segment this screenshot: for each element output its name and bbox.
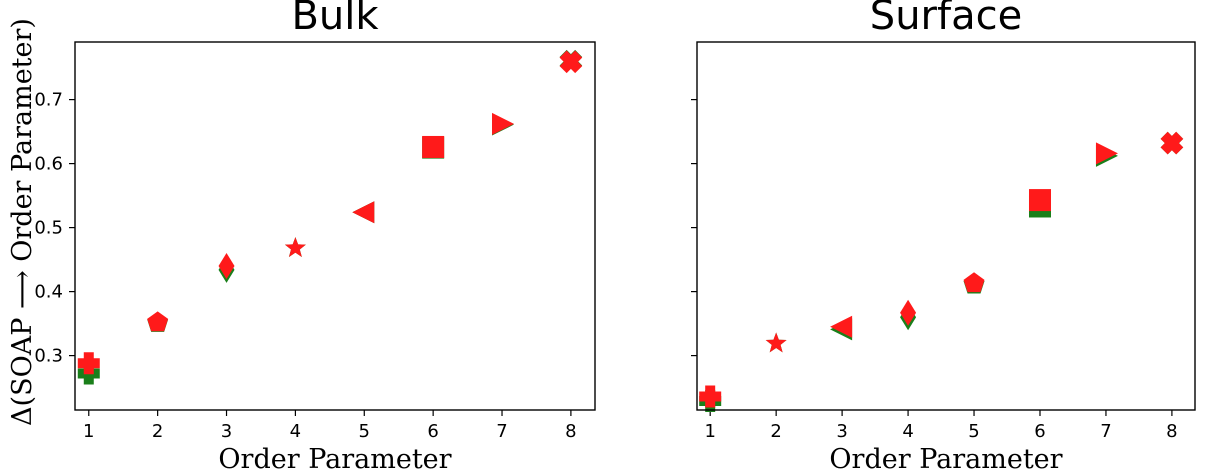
data-point-x bbox=[1160, 131, 1184, 155]
chart-title: Surface bbox=[870, 0, 1022, 39]
x-axis-label: Order Parameter bbox=[218, 444, 451, 472]
data-point-square bbox=[422, 135, 445, 158]
x-tick-label: 6 bbox=[1034, 421, 1045, 442]
x-tick-label: 5 bbox=[968, 421, 979, 442]
plot-frame bbox=[696, 41, 1196, 411]
data-point-triangle-left bbox=[352, 201, 375, 224]
data-point-square bbox=[1028, 189, 1051, 212]
data-point-diamond bbox=[900, 299, 917, 326]
x-tick-label: 2 bbox=[770, 421, 781, 442]
data-point-diamond bbox=[218, 253, 235, 279]
data-point-plus bbox=[699, 385, 722, 408]
data-point-triangle-right bbox=[492, 112, 515, 135]
x-tick-label: 6 bbox=[427, 421, 438, 442]
series-1 bbox=[77, 49, 583, 385]
x-tick-label: 5 bbox=[359, 421, 370, 442]
data-point-plus bbox=[77, 352, 100, 375]
x-tick-label: 4 bbox=[290, 421, 301, 442]
y-tick-label: 0.5 bbox=[34, 218, 63, 239]
x-tick-label: 8 bbox=[1166, 421, 1177, 442]
x-tick-label: 2 bbox=[152, 421, 163, 442]
data-point-x bbox=[559, 50, 583, 74]
x-tick-label: 8 bbox=[565, 421, 576, 442]
chart-title: Bulk bbox=[291, 0, 379, 39]
series-2 bbox=[77, 50, 583, 375]
chart-panel-2: Surface Order Parameter 1 2 3 4 5 6 7 8 bbox=[691, 0, 1196, 472]
data-point-triangle-left bbox=[830, 315, 853, 338]
y-tick-label: 0.7 bbox=[34, 90, 63, 111]
series-1 bbox=[699, 131, 1184, 413]
x-axis-label: Order Parameter bbox=[829, 444, 1062, 472]
x-tick-label: 3 bbox=[836, 421, 847, 442]
y-tick-label: 0.6 bbox=[34, 154, 63, 175]
y-axis-label: Δ(SOAP ⟶ Order Parameter) bbox=[7, 18, 38, 426]
x-tick-label: 7 bbox=[496, 421, 507, 442]
plot-frame bbox=[74, 41, 596, 411]
data-point-star bbox=[765, 332, 787, 353]
y-tick-label: 0.4 bbox=[34, 282, 63, 303]
data-point-triangle-right bbox=[1095, 142, 1118, 165]
series-2 bbox=[699, 131, 1184, 408]
data-point-pentagon bbox=[963, 272, 985, 293]
x-tick-label: 3 bbox=[221, 421, 232, 442]
x-tick-label: 1 bbox=[83, 421, 94, 442]
data-point-pentagon bbox=[147, 311, 169, 332]
y-tick-label: 0.3 bbox=[34, 346, 63, 367]
data-point-star bbox=[284, 237, 306, 257]
chart-panel-1: Bulk Order Parameter 1 2 3 4 5 6 7 8 0.3 0.4 0.5 0.6 0… bbox=[34, 0, 596, 472]
x-tick-label: 7 bbox=[1100, 421, 1111, 442]
x-tick-label: 4 bbox=[902, 421, 913, 442]
x-tick-label: 1 bbox=[704, 421, 715, 442]
